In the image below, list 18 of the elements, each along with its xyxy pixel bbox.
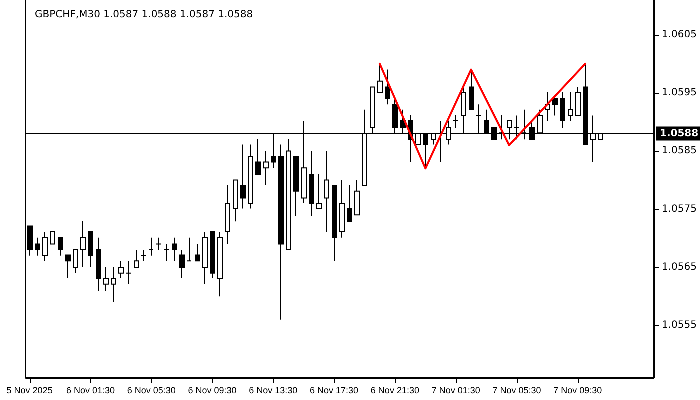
y-tick-label: 1.0605 — [662, 29, 698, 40]
x-tick-label: 6 Nov 17:30 — [310, 386, 359, 396]
x-tick-label: 6 Nov 05:30 — [127, 386, 176, 396]
y-tick-label: 1.0595 — [662, 88, 698, 99]
text: GBPCHF,M30 1.0587 1.0588 1.0587 1.0588 — [35, 10, 254, 20]
x-tick-label: 5 Nov 2025 — [6, 386, 53, 396]
y-tick-label: 1.0585 — [662, 146, 698, 157]
x-tick-label: 6 Nov 13:30 — [249, 386, 298, 396]
y-tick-label: 1.0555 — [662, 320, 698, 332]
x-tick-label: 6 Nov 09:30 — [188, 386, 237, 396]
x-tick-label: 6 Nov 21:30 — [370, 386, 420, 396]
y-tick-label: 1.0575 — [662, 204, 698, 215]
y-tick-label: 1.0565 — [662, 262, 698, 274]
x-tick-label: 6 Nov 01:30 — [66, 386, 115, 396]
x-tick-label: 7 Nov 01:30 — [432, 386, 480, 396]
ref-line-label: 1.0588 — [660, 128, 699, 140]
x-tick-label: 7 Nov 09:30 — [554, 386, 602, 396]
x-tick-label: 7 Nov 05:30 — [492, 386, 542, 396]
